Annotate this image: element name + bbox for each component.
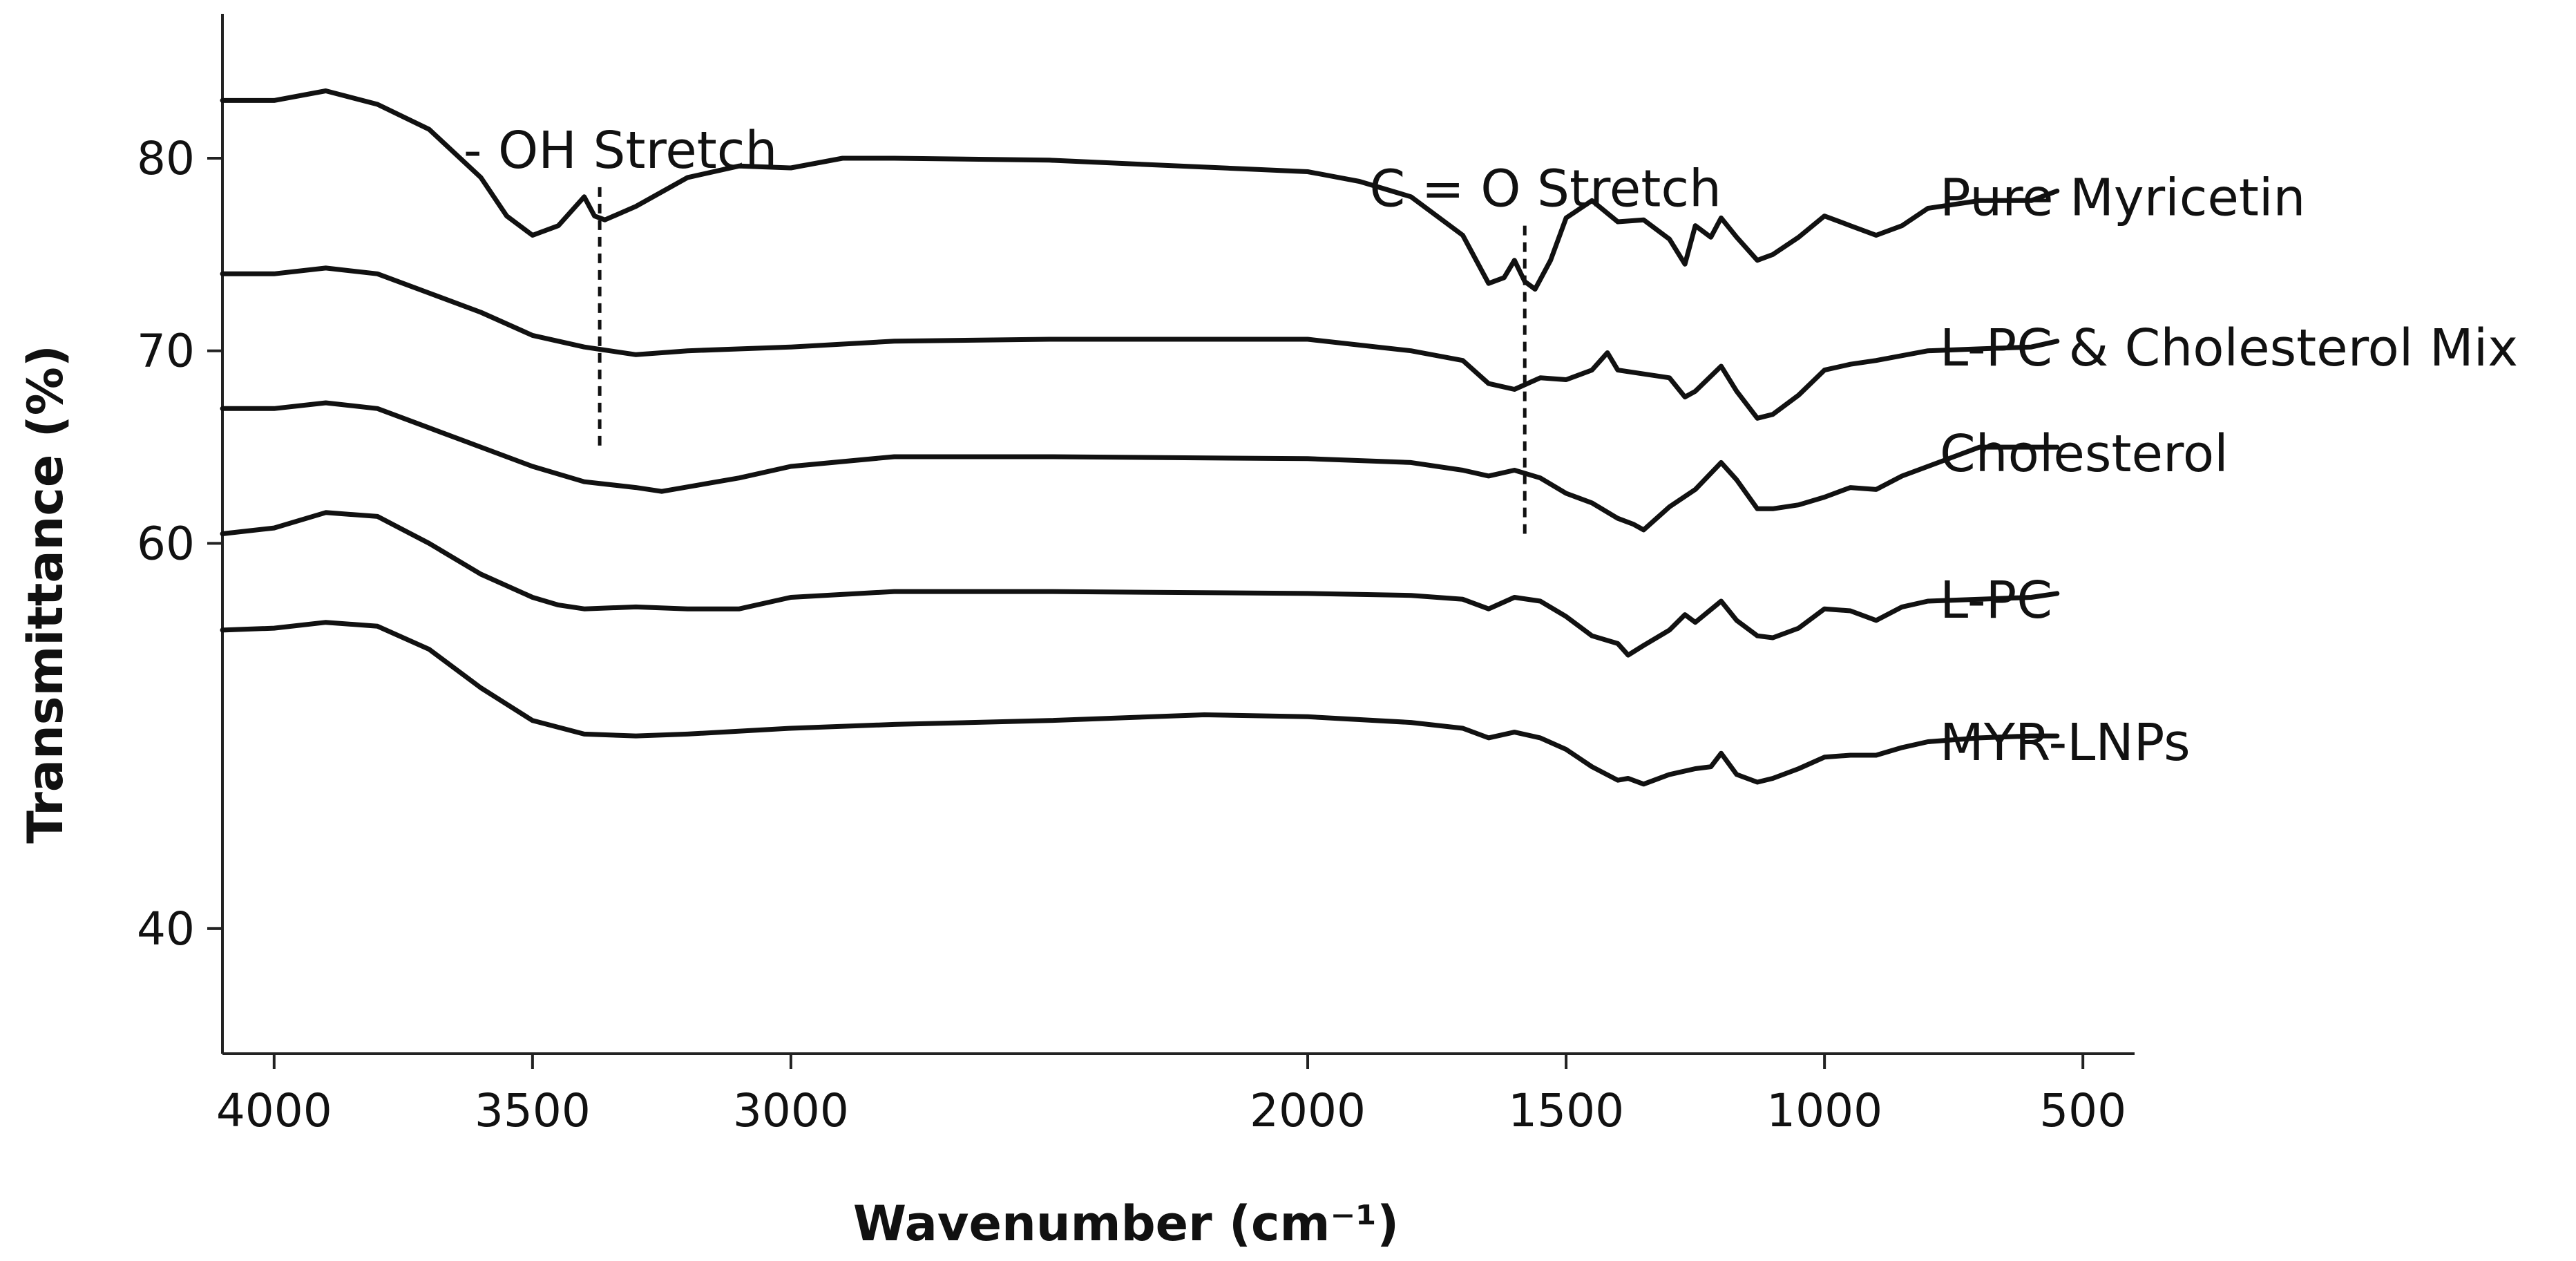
series-line-4 [220, 510, 2060, 658]
x-tick-label: 1500 [1508, 1084, 1624, 1137]
series-line-1 [220, 88, 2060, 292]
annotation-label-2: C = O Stretch [1370, 160, 1721, 219]
axes: 4000 3500 3000 2000 1500 1000 500 80 70 60 40 [137, 14, 2135, 1137]
annotations: - OH Stretch C = O Stretch [464, 121, 1721, 534]
series-line-3 [220, 400, 2060, 533]
y-tick-label: 70 [137, 325, 195, 378]
x-tick-label: 1000 [1766, 1084, 1882, 1137]
series-label-3: Cholesterol [1940, 424, 2229, 484]
x-tick-label: 4000 [216, 1084, 332, 1137]
y-axis-title: Transmittance (%) [17, 345, 74, 844]
y-tick-label: 60 [137, 517, 195, 570]
series-line-2 [220, 265, 2060, 421]
y-tick-label: 40 [137, 902, 195, 956]
series-label-2: L-PC & Cholesterol Mix [1940, 319, 2518, 378]
x-tick-label: 3000 [733, 1084, 849, 1137]
x-tick-label: 500 [2039, 1084, 2126, 1137]
x-tick-label: 2000 [1250, 1084, 1366, 1137]
series-group: Pure Myricetin L-PC & Cholesterol Mix Chol… [220, 88, 2518, 787]
series-label-1: Pure Myricetin [1940, 168, 2305, 227]
series-label-4: L-PC [1940, 571, 2052, 630]
x-axis-title: Wavenumber (cm⁻¹) [853, 1195, 1399, 1252]
series-label-5: MYR-LNPs [1940, 713, 2191, 772]
annotation-label-1: - OH Stretch [464, 121, 778, 180]
series-line-5 [220, 620, 2060, 787]
y-tick-label: 80 [137, 132, 195, 185]
x-tick-label: 3500 [475, 1084, 591, 1137]
